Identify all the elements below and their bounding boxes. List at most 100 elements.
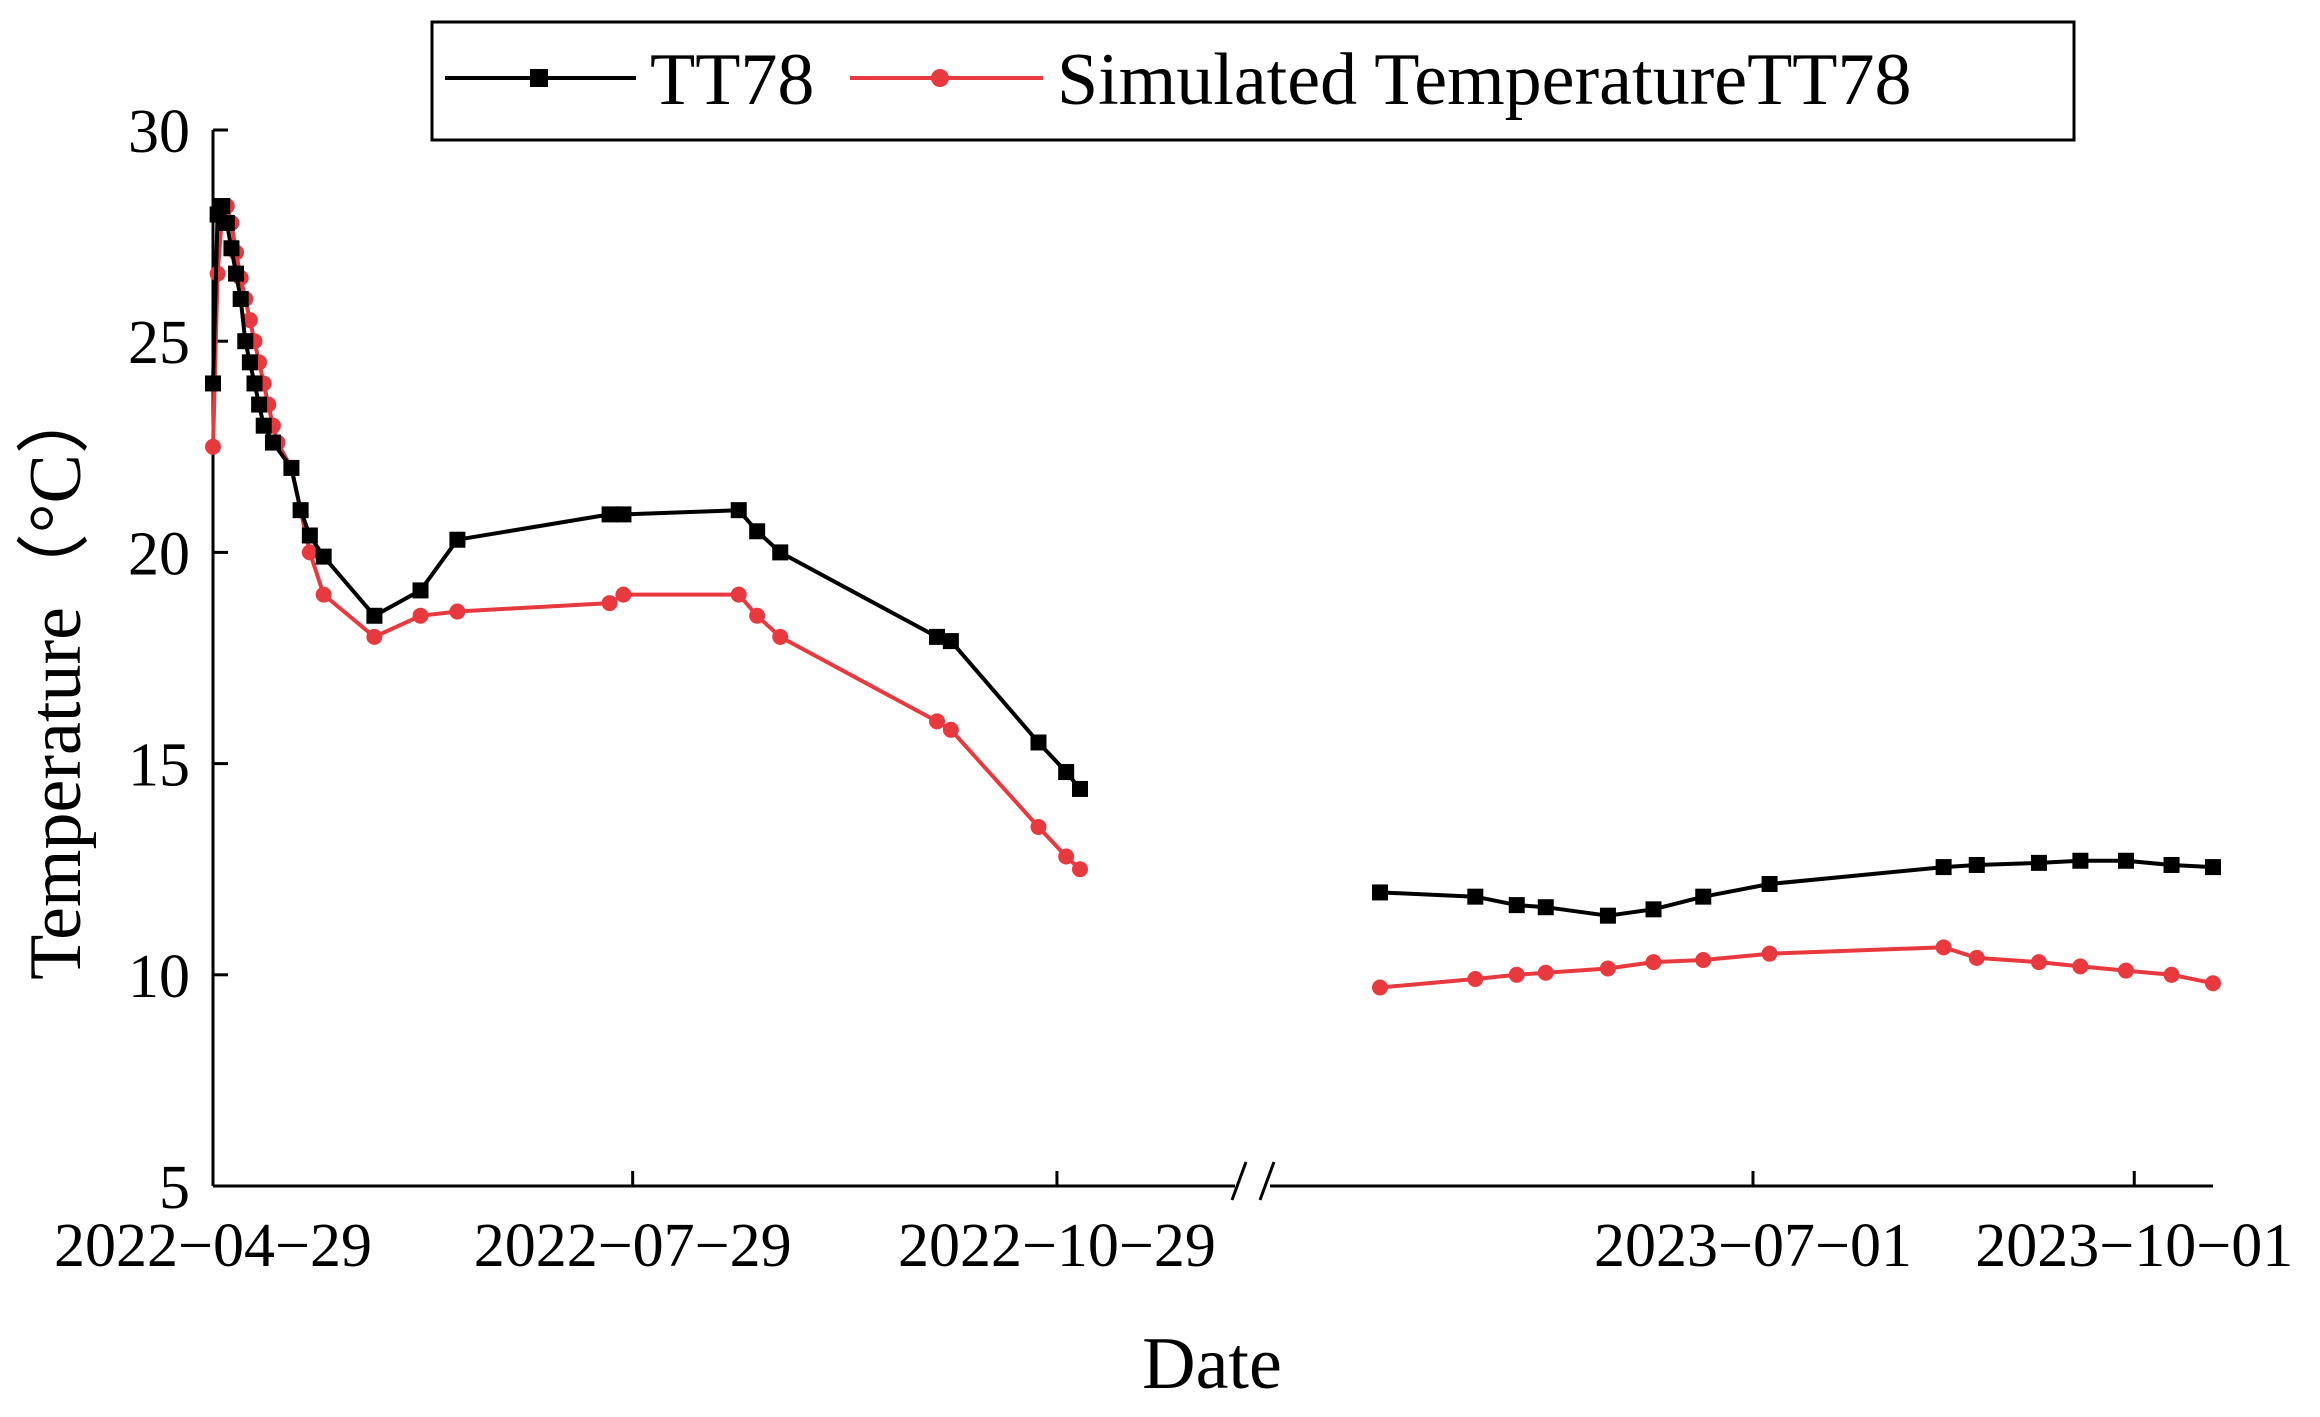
data-point-tt78 xyxy=(214,198,231,215)
y-tick-label: 10 xyxy=(128,943,190,1011)
data-point-tt78 xyxy=(366,607,383,624)
data-point-tt78 xyxy=(1761,875,1778,892)
data-point-tt78 xyxy=(292,502,309,519)
data-point-tt78 xyxy=(2030,854,2047,871)
data-point-tt78 xyxy=(749,523,766,540)
data-point-tt78 xyxy=(412,582,429,599)
data-point-tt78 xyxy=(283,459,300,476)
series-line-simulated-temperaturett78 xyxy=(211,204,1082,871)
data-point-tt78 xyxy=(315,548,332,565)
data-point-tt78 xyxy=(2117,852,2134,869)
series-line-tt78 xyxy=(1379,858,2214,918)
data-point-tt78 xyxy=(1467,888,1484,905)
data-point-tt78 xyxy=(241,354,258,371)
data-point-simulated-temperaturett78 xyxy=(1599,960,1616,977)
data-point-tt78 xyxy=(255,417,272,434)
data-point-tt78 xyxy=(942,633,959,650)
data-point-tt78 xyxy=(264,434,281,451)
series-tt78 xyxy=(205,198,1088,797)
data-point-simulated-temperaturett78 xyxy=(1058,848,1075,865)
data-point-simulated-temperaturett78 xyxy=(929,713,946,730)
data-point-simulated-temperaturett78 xyxy=(1072,861,1088,878)
legend-label-simulated: Simulated TemperatureTT78 xyxy=(1057,39,1911,121)
data-point-tt78 xyxy=(223,240,240,257)
data-point-tt78 xyxy=(1058,764,1075,781)
data-point-simulated-temperaturett78 xyxy=(749,607,766,624)
y-axis-title: Temperature（°C） xyxy=(15,380,97,980)
data-point-simulated-temperaturett78 xyxy=(1695,952,1712,969)
data-point-tt78 xyxy=(1935,859,1952,876)
data-point-simulated-temperaturett78 xyxy=(615,586,632,603)
data-point-tt78 xyxy=(601,506,618,523)
data-point-simulated-temperaturett78 xyxy=(2163,966,2180,983)
data-point-simulated-temperaturett78 xyxy=(730,586,747,603)
y-tick-label: 20 xyxy=(128,520,190,588)
data-point-simulated-temperaturett78 xyxy=(2072,958,2089,975)
data-point-simulated-temperaturett78 xyxy=(942,721,959,738)
x-axis-title: Date xyxy=(1142,1323,1282,1405)
data-point-tt78 xyxy=(772,544,789,561)
y-tick-label: 25 xyxy=(128,309,190,377)
x-tick-label: 2022−07−29 xyxy=(474,1212,792,1280)
data-point-simulated-temperaturett78 xyxy=(412,607,429,624)
data-point-tt78 xyxy=(228,265,245,282)
x-tick-label: 2022−04−29 xyxy=(54,1212,372,1280)
series-line-tt78 xyxy=(211,204,1082,791)
data-point-tt78 xyxy=(1072,780,1088,797)
x-tick-label: 2023−10−01 xyxy=(1975,1212,2293,1280)
y-tick-label: 5 xyxy=(159,1154,190,1222)
data-point-simulated-temperaturett78 xyxy=(1372,979,1388,996)
series-simulated-temperaturett78 xyxy=(1372,939,2221,996)
axis-break-mark xyxy=(1258,1161,1276,1201)
x-tick-label: 2022−10−29 xyxy=(898,1212,1216,1280)
data-point-tt78 xyxy=(246,375,263,392)
data-point-simulated-temperaturett78 xyxy=(449,603,466,620)
data-point-simulated-temperaturett78 xyxy=(1467,971,1484,988)
data-point-simulated-temperaturett78 xyxy=(1935,939,1952,956)
data-point-simulated-temperaturett78 xyxy=(301,544,318,561)
data-point-simulated-temperaturett78 xyxy=(241,312,258,329)
data-point-tt78 xyxy=(237,333,254,350)
data-point-tt78 xyxy=(251,396,268,413)
data-point-simulated-temperaturett78 xyxy=(1761,945,1778,962)
legend-marker-simulated xyxy=(931,69,949,87)
data-point-simulated-temperaturett78 xyxy=(772,628,789,645)
data-point-tt78 xyxy=(449,531,466,548)
y-tick-label: 15 xyxy=(128,732,190,800)
data-point-simulated-temperaturett78 xyxy=(2205,975,2221,992)
legend-label-tt78: TT78 xyxy=(650,39,814,121)
data-point-simulated-temperaturett78 xyxy=(366,628,383,645)
axis-break-mark xyxy=(1230,1161,1248,1201)
data-point-simulated-temperaturett78 xyxy=(2117,962,2134,979)
data-point-simulated-temperaturett78 xyxy=(2030,954,2047,971)
data-point-tt78 xyxy=(232,290,249,307)
data-point-simulated-temperaturett78 xyxy=(1968,949,1985,966)
series-tt78 xyxy=(1372,852,2221,924)
x-tick-label: 2023−07−01 xyxy=(1594,1212,1912,1280)
data-point-tt78 xyxy=(2163,856,2180,873)
data-point-simulated-temperaturett78 xyxy=(205,438,221,455)
data-point-tt78 xyxy=(1508,897,1525,914)
series-layer xyxy=(205,198,2221,996)
legend-box xyxy=(430,20,2076,142)
data-point-tt78 xyxy=(1645,901,1662,918)
data-point-tt78 xyxy=(1030,734,1047,751)
data-point-tt78 xyxy=(218,214,235,231)
data-point-tt78 xyxy=(929,628,946,645)
data-point-tt78 xyxy=(1537,899,1554,916)
data-point-tt78 xyxy=(730,502,747,519)
data-point-tt78 xyxy=(615,506,632,523)
data-point-simulated-temperaturett78 xyxy=(1508,966,1525,983)
data-point-simulated-temperaturett78 xyxy=(1030,818,1047,835)
data-point-tt78 xyxy=(1968,856,1985,873)
data-point-tt78 xyxy=(1695,888,1712,905)
data-point-tt78 xyxy=(2072,852,2089,869)
data-point-tt78 xyxy=(301,527,318,544)
data-point-tt78 xyxy=(205,375,221,392)
data-point-simulated-temperaturett78 xyxy=(315,586,332,603)
y-tick-label: 30 xyxy=(128,98,190,166)
legend-marker-tt78 xyxy=(530,69,548,87)
axes: 5 10 15 20 25 30 2022−04−29 2022−07−29 2022−10−2… xyxy=(54,98,2293,1280)
data-point-simulated-temperaturett78 xyxy=(601,595,618,612)
